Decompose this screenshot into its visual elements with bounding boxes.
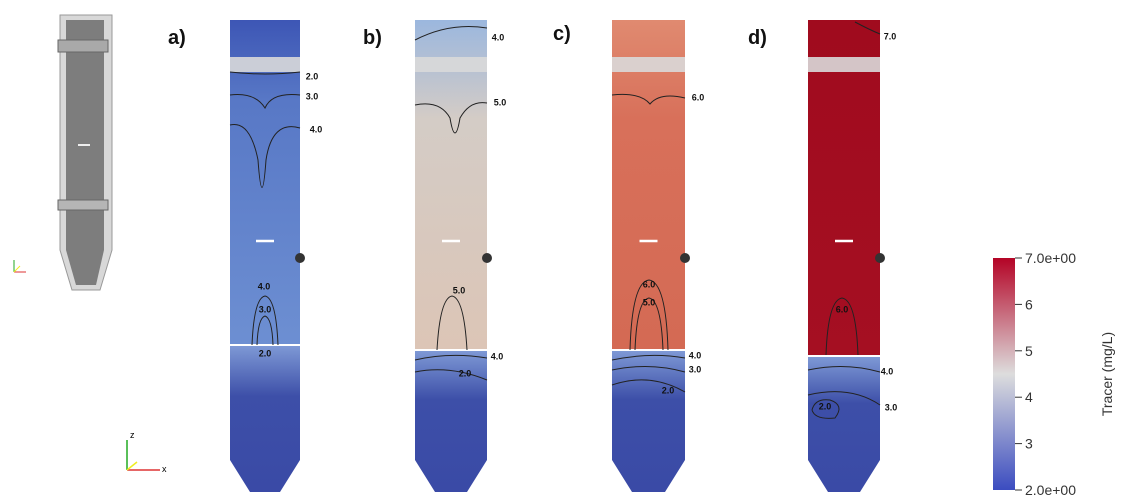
contour-label: 7.0	[884, 31, 897, 41]
panel-label: a)	[168, 27, 186, 49]
lower-zone	[230, 345, 300, 492]
panel-label: c)	[553, 23, 571, 45]
outlet	[295, 253, 305, 263]
contour-label: 4.0	[492, 32, 505, 42]
colorbar-tick-label: 4	[1025, 389, 1033, 405]
contour-label: 2.0	[459, 368, 472, 378]
axes-triad: z x	[127, 430, 167, 474]
contour-label: 2.0	[259, 348, 272, 358]
outlet	[875, 253, 885, 263]
colorbar-tick-label: 6	[1025, 296, 1033, 312]
contour-label: 3.0	[885, 402, 898, 412]
contour-label: 2.0	[819, 401, 832, 411]
reactor-section	[612, 20, 690, 492]
reactor-section	[415, 20, 492, 492]
lower-zone	[612, 350, 685, 492]
baffle	[230, 57, 300, 72]
lower-zone	[808, 356, 880, 492]
contour-label: 4.0	[310, 124, 323, 134]
outlet	[680, 253, 690, 263]
outlet	[482, 253, 492, 263]
panel-label: d)	[748, 27, 767, 49]
colorbar-gradient	[993, 258, 1015, 490]
axes-triad-small	[14, 260, 26, 272]
contour-label: 4.0	[491, 351, 504, 361]
contour-label: 4.0	[689, 350, 702, 360]
contour-label: 5.0	[494, 97, 507, 107]
contour-label: 2.0	[662, 385, 675, 395]
baffle	[808, 57, 880, 72]
contour-label: 5.0	[453, 285, 466, 295]
reactor-section	[230, 20, 305, 492]
reactor-section	[808, 20, 885, 492]
contour-label: 2.0	[306, 71, 319, 81]
colorbar-title: Tracer (mg/L)	[1099, 332, 1115, 416]
contour-label: 4.0	[258, 281, 271, 291]
contour-label: 6.0	[692, 92, 705, 102]
lower-zone	[415, 350, 487, 492]
contour-label: 6.0	[643, 279, 656, 289]
figure: z x a) b) c) d) 2.0 3.0 4.0 4.0 3.0 2.0 …	[0, 0, 1126, 504]
contour-label: 4.0	[881, 366, 894, 376]
baffle	[612, 57, 685, 72]
panel-label: b)	[363, 27, 382, 49]
reactor-model	[58, 15, 112, 290]
baffle	[415, 57, 487, 72]
contour-label: 3.0	[259, 304, 272, 314]
axis-label: x	[162, 464, 167, 474]
colorbar-tick-label: 3	[1025, 436, 1033, 452]
contour-label: 3.0	[306, 91, 319, 101]
contour-label: 3.0	[689, 364, 702, 374]
contour-label: 6.0	[836, 304, 849, 314]
colorbar: Tracer (mg/L) 7.0e+00 6 5 4 3 2.0e+00	[993, 250, 1115, 498]
colorbar-tick-label: 7.0e+00	[1025, 250, 1076, 266]
colorbar-tick-label: 5	[1025, 343, 1033, 359]
contour-label: 5.0	[643, 297, 656, 307]
axis-label: z	[130, 430, 135, 440]
contour-lines	[230, 22, 880, 418]
colorbar-tick-label: 2.0e+00	[1025, 482, 1076, 498]
contour-labels: 2.0 3.0 4.0 4.0 3.0 2.0 4.0 5.0 5.0 4.0 …	[258, 31, 898, 412]
